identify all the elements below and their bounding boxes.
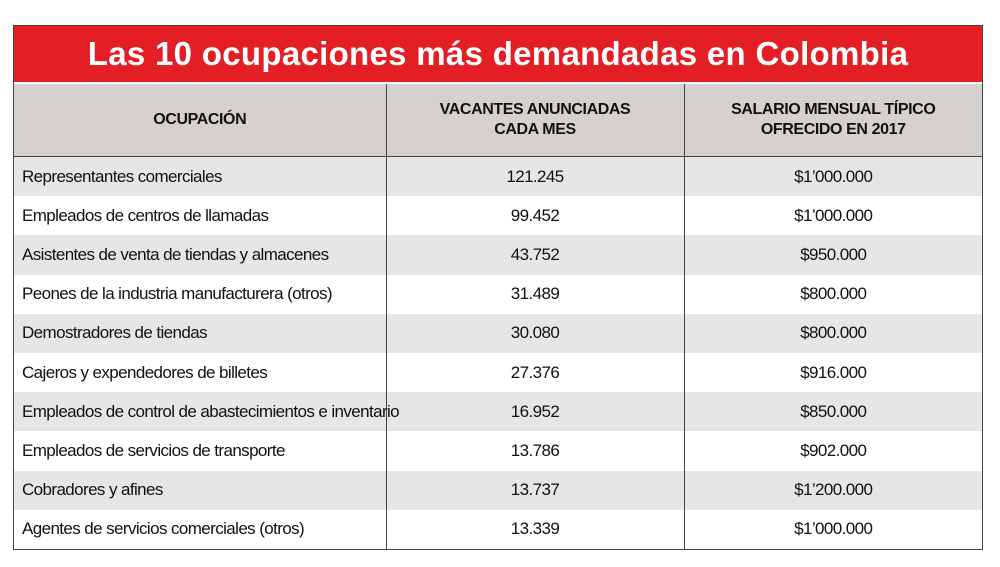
table-row: Empleados de control de abastecimientos … [14, 392, 982, 432]
table-row: Cobradores y afines 13.737 $1’200.000 [14, 470, 982, 510]
table-cell: $950.000 [683, 235, 982, 275]
column-header: VACANTES ANUNCIADAS CADA MES [385, 84, 684, 157]
table-row: Peones de la industria manufacturera (ot… [14, 274, 982, 314]
table-cell: Empleados de servicios de transporte [22, 440, 285, 460]
header-row: OCUPACIÓN VACANTES ANUNCIADAS CADA MES SAL… [14, 84, 982, 157]
table-cell: Agentes de servicios comerciales (otros) [22, 519, 305, 539]
table-cell: $800.000 [683, 274, 982, 314]
table-cell: 31.489 [385, 274, 684, 314]
table-cell: 121.245 [385, 156, 684, 197]
table-cell: $1’000.000 [683, 156, 982, 197]
table-row: Empleados de servicios de transporte 13.7… [14, 431, 982, 471]
table-cell: $902.000 [683, 431, 982, 471]
table-cell: $1’200.000 [683, 470, 982, 510]
table-row: Cajeros y expendedores de billetes 27.376… [14, 352, 982, 393]
table-row: Representantes comerciales 121.245 $1’000.… [14, 156, 982, 197]
table-cell: Representantes comerciales [14, 156, 386, 197]
table-cell: Empleados de control de abastecimientos … [14, 392, 400, 432]
table-cell: 16.952 [385, 392, 684, 432]
table-cell: Cobradores y afines [14, 470, 386, 510]
table-cell: 99.452 [385, 196, 684, 236]
column-header: SALARIO MENSUAL TÍPICO OFRECIDO EN 2017 [683, 84, 982, 157]
column-header: OCUPACIÓN [14, 84, 386, 157]
table-cell: Peones de la industria manufacturera (ot… [22, 284, 333, 304]
table-cell: 13.339 [385, 509, 684, 549]
table-cell: 13.737 [385, 470, 684, 510]
table-cell: $916.000 [683, 352, 982, 393]
table-cell: $800.000 [683, 313, 982, 353]
table-cell: $1’000.000 [683, 509, 982, 549]
table-cell: 30.080 [385, 313, 684, 353]
table: OCUPACIÓN VACANTES ANUNCIADAS CADA MES SAL… [14, 84, 982, 549]
table-cell: 43.752 [385, 235, 684, 275]
table-cell: Asistentes de venta de tiendas y almacen… [14, 235, 386, 275]
table-cell: 27.376 [385, 352, 684, 393]
table-cell: $850.000 [683, 392, 982, 432]
infographic: Las 10 ocupaciones más demandadas en Col… [13, 25, 983, 550]
table-cell: 13.786 [385, 431, 684, 471]
table-cell: Demostradores de tiendas [14, 313, 386, 353]
table-row: Demostradores de tiendas 30.080 $800.000 [14, 313, 982, 353]
table-row: Empleados de centros de llamadas 99.452 $1… [14, 196, 982, 236]
title: Las 10 ocupaciones más demandadas en Col… [14, 26, 982, 84]
table-cell: Cajeros y expendedores de billetes [22, 362, 268, 382]
table-body: Representantes comerciales 121.245 $1’000.… [14, 156, 982, 549]
table-row: Asistentes de venta de tiendas y almacen… [14, 235, 982, 275]
table-cell: Empleados de centros de llamadas [22, 205, 269, 225]
table-cell: $1’000.000 [683, 196, 982, 236]
table-row: Agentes de servicios comerciales (otros)… [14, 509, 982, 549]
